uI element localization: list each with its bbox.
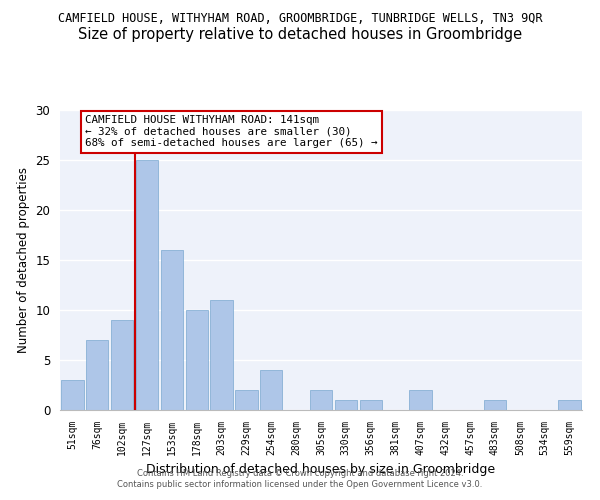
Bar (161, 250, 183, 410)
Bar (409, 390, 431, 410)
Bar (359, 400, 382, 410)
Text: CAMFIELD HOUSE, WITHYHAM ROAD, GROOMBRIDGE, TUNBRIDGE WELLS, TN3 9QR: CAMFIELD HOUSE, WITHYHAM ROAD, GROOMBRID… (58, 12, 542, 26)
Bar (335, 400, 357, 410)
Bar (310, 390, 332, 410)
Text: Size of property relative to detached houses in Groombridge: Size of property relative to detached ho… (78, 28, 522, 42)
Text: Contains public sector information licensed under the Open Government Licence v3: Contains public sector information licen… (118, 480, 482, 489)
Bar (211, 300, 233, 410)
Y-axis label: Number of detached properties: Number of detached properties (17, 167, 30, 353)
Bar (559, 400, 581, 410)
Bar (111, 320, 133, 410)
Bar (260, 370, 283, 410)
Bar (185, 310, 208, 410)
Text: CAMFIELD HOUSE WITHYHAM ROAD: 141sqm
← 32% of detached houses are smaller (30)
6: CAMFIELD HOUSE WITHYHAM ROAD: 141sqm ← 3… (85, 115, 377, 148)
Bar (484, 400, 506, 410)
Bar (235, 390, 257, 410)
Text: Contains HM Land Registry data © Crown copyright and database right 2024.: Contains HM Land Registry data © Crown c… (137, 468, 463, 477)
Bar (136, 160, 158, 410)
X-axis label: Distribution of detached houses by size in Groombridge: Distribution of detached houses by size … (146, 464, 496, 476)
Bar (86, 340, 109, 410)
Bar (61, 380, 83, 410)
